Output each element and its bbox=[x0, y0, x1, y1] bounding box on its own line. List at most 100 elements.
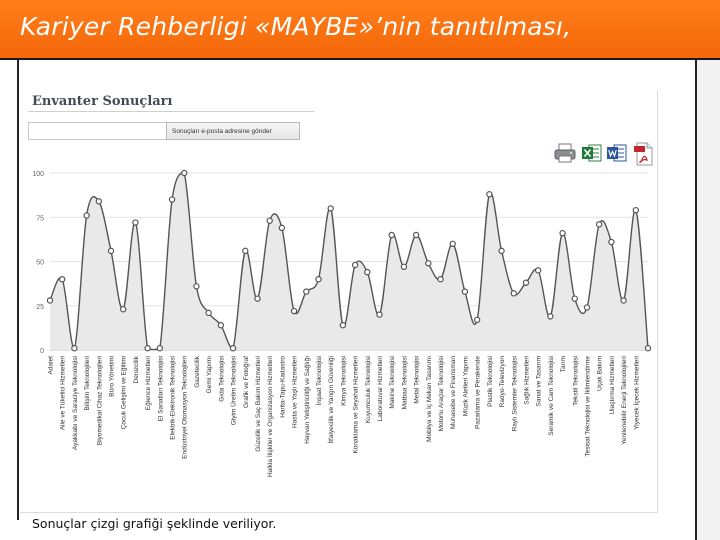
data-point[interactable] bbox=[156, 345, 164, 352]
y-tick-label: 100 bbox=[32, 171, 44, 178]
data-point[interactable] bbox=[547, 313, 554, 320]
x-tick-label: Halkla İlişkiler ve Organizasyon Hizmetl… bbox=[265, 356, 274, 477]
panel-title: Envanter Sonuçları bbox=[32, 94, 173, 109]
x-tick-label: Tarım bbox=[560, 356, 567, 372]
x-tick-label: Raylı Sistemler Teknolojisi bbox=[511, 356, 518, 431]
data-point[interactable] bbox=[534, 267, 542, 274]
word-icon[interactable] bbox=[606, 142, 628, 164]
x-tick-label: Güzellik ve Saç Bakım Hizmetleri bbox=[255, 356, 262, 452]
data-point[interactable] bbox=[254, 295, 261, 302]
data-point[interactable] bbox=[510, 290, 517, 297]
export-toolbar bbox=[554, 142, 654, 166]
data-point[interactable] bbox=[278, 224, 286, 232]
x-tick-label: Sağlık Hizmetleri bbox=[523, 356, 530, 405]
data-point[interactable] bbox=[144, 345, 151, 352]
x-tick-label: Pazarlama ve Perakende bbox=[475, 356, 482, 429]
data-point[interactable] bbox=[412, 231, 420, 239]
data-point[interactable] bbox=[583, 304, 591, 311]
x-tick-label: Mobilya ve İç Mekan Tasarımı bbox=[424, 356, 433, 442]
data-point[interactable] bbox=[315, 275, 322, 283]
send-results-email-button[interactable]: Sonuçları e-posta adresine gönder bbox=[166, 122, 300, 140]
x-tick-label: Ulaştırma Hizmetleri bbox=[609, 356, 616, 415]
x-tick-label: Harita-Tapu-Kadastro bbox=[279, 356, 286, 418]
x-tick-label: Yiyecek İçecek Hizmetleri bbox=[631, 356, 640, 430]
y-tick-label: 0 bbox=[40, 348, 44, 355]
x-tick-label: Plastik Teknolojisi bbox=[487, 356, 494, 407]
slide-title: Kariyer Rehberligi «MAYBE»’nin tanıtılma… bbox=[20, 12, 572, 41]
data-point[interactable] bbox=[400, 263, 408, 271]
x-tick-label: Tesisat Teknolojisi ve İklimlendirme bbox=[582, 356, 591, 457]
data-point[interactable] bbox=[95, 198, 103, 205]
right-divider bbox=[695, 60, 697, 540]
email-input[interactable] bbox=[28, 122, 184, 140]
data-point[interactable] bbox=[327, 205, 334, 212]
x-tick-label: Eğlence Hizmetleri bbox=[145, 356, 152, 410]
data-point[interactable] bbox=[608, 238, 615, 246]
x-tick-label: Büro Yönetimi bbox=[109, 356, 116, 397]
x-tick-label: Hayvan Yetiştiriciliği ve Sağlığı bbox=[304, 356, 311, 444]
data-point[interactable] bbox=[303, 288, 310, 295]
y-tick-label: 50 bbox=[36, 260, 44, 267]
x-tick-label: Endüstriyel Otomasyon Teknolojileri bbox=[182, 356, 189, 459]
y-tick-label: 75 bbox=[36, 215, 44, 222]
x-tick-label: Muhasebe ve Finansman bbox=[450, 356, 457, 429]
data-point[interactable] bbox=[559, 229, 566, 237]
data-point[interactable] bbox=[229, 345, 237, 352]
data-point[interactable] bbox=[461, 288, 469, 295]
x-tick-label: İnşaat Teknolojisi bbox=[314, 356, 323, 405]
excel-icon[interactable] bbox=[581, 142, 603, 164]
data-point[interactable] bbox=[364, 268, 371, 276]
x-tick-label: El Sanatları Teknolojisi bbox=[157, 356, 164, 421]
data-point[interactable] bbox=[71, 345, 78, 352]
data-point[interactable] bbox=[437, 275, 444, 283]
x-tick-label: Seramik ve Cam Teknolojisi bbox=[548, 356, 555, 436]
data-point[interactable] bbox=[644, 345, 652, 352]
data-point[interactable] bbox=[46, 297, 54, 304]
data-point[interactable] bbox=[266, 217, 273, 224]
data-point[interactable] bbox=[193, 283, 200, 290]
data-point[interactable] bbox=[107, 247, 115, 255]
x-tick-label: Giyim Üretim Teknolojisi bbox=[230, 356, 238, 425]
x-tick-label: Çocuk Gelişimi ve Eğitimi bbox=[121, 356, 128, 429]
data-point[interactable] bbox=[498, 247, 505, 255]
data-point[interactable] bbox=[290, 307, 298, 315]
data-point[interactable] bbox=[473, 316, 481, 324]
data-point[interactable] bbox=[486, 191, 493, 198]
data-point[interactable] bbox=[620, 297, 627, 304]
slide-title-bar: Kariyer Rehberligi «MAYBE»’nin tanıtılma… bbox=[0, 0, 720, 60]
results-line-chart: 0 25 50 75 100 Adalet Aile ve Tüketici Hizmet… bbox=[32, 169, 652, 477]
y-tick-label: 25 bbox=[36, 304, 44, 311]
chart-area bbox=[50, 173, 648, 350]
data-point[interactable] bbox=[168, 196, 176, 203]
data-point[interactable] bbox=[595, 221, 603, 228]
data-point[interactable] bbox=[571, 295, 578, 302]
data-point[interactable] bbox=[425, 260, 432, 267]
data-point[interactable] bbox=[132, 219, 139, 226]
data-point[interactable] bbox=[120, 306, 127, 313]
left-divider bbox=[17, 60, 19, 520]
data-point[interactable] bbox=[388, 231, 395, 239]
printer-icon[interactable] bbox=[554, 142, 576, 164]
x-tick-label: Motorlu Araçlar Teknolojisi bbox=[438, 356, 445, 431]
x-tick-label: Gıda Teknolojisi bbox=[218, 356, 225, 402]
data-point[interactable] bbox=[522, 279, 530, 286]
data-point[interactable] bbox=[632, 206, 639, 214]
slide-caption: Sonuçlar çizgi grafiği şeklinde veriliyo… bbox=[32, 516, 277, 531]
data-point[interactable] bbox=[205, 309, 212, 317]
x-tick-label: Sanat ve Tasarım bbox=[536, 356, 543, 406]
data-point[interactable] bbox=[242, 247, 249, 255]
data-point[interactable] bbox=[339, 322, 347, 329]
x-tick-label: İtfaiyecilik ve Yangın Güvenliği bbox=[326, 356, 335, 444]
data-point[interactable] bbox=[181, 169, 188, 177]
data-point[interactable] bbox=[217, 322, 225, 329]
right-margin bbox=[697, 60, 720, 540]
data-point[interactable] bbox=[59, 275, 66, 283]
pdf-icon[interactable] bbox=[634, 142, 654, 166]
data-point[interactable] bbox=[376, 311, 383, 318]
x-tick-label: Matbaa Teknolojisi bbox=[401, 356, 408, 409]
data-point[interactable] bbox=[83, 212, 90, 219]
data-point[interactable] bbox=[449, 240, 456, 248]
x-tick-label: Bilişim Teknolojileri bbox=[84, 356, 91, 410]
x-tick-label: Gemi Yapımı bbox=[206, 356, 213, 394]
data-point[interactable] bbox=[351, 261, 359, 269]
